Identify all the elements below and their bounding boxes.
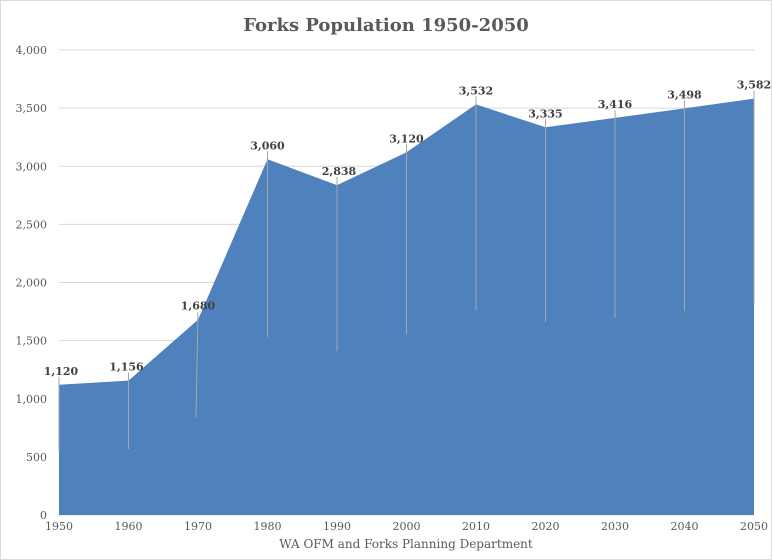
data-label: 3,416 xyxy=(598,98,633,111)
x-tick-label: 1970 xyxy=(184,520,212,533)
y-axis-ticks: 0 500 1,000 1,500 2,000 2,500 3,000 3,500 4,000 xyxy=(16,44,48,522)
data-label: 3,498 xyxy=(667,88,702,101)
data-label: 3,060 xyxy=(250,139,285,152)
x-tick-label: 2030 xyxy=(601,520,629,533)
x-tick-label: 1990 xyxy=(323,520,351,533)
y-tick-label: 0 xyxy=(40,509,47,522)
data-labels: 1,120 1,156 1,680 3,060 2,838 3,120 3,532 3,335… xyxy=(44,79,771,378)
x-tick-label: 1950 xyxy=(45,520,73,533)
x-tick-label: 2010 xyxy=(462,520,490,533)
x-tick-label: 2020 xyxy=(532,520,560,533)
data-label: 3,335 xyxy=(528,107,562,120)
y-tick-label: 2,000 xyxy=(16,277,48,290)
leader-lines xyxy=(58,90,755,451)
data-label: 2,838 xyxy=(322,165,357,178)
x-tick-label: 1980 xyxy=(254,520,282,533)
chart-title: Forks Population 1950-2050 xyxy=(243,15,529,36)
y-tick-label: 3,000 xyxy=(16,160,48,173)
y-tick-label: 1,500 xyxy=(16,335,48,348)
x-tick-label: 2050 xyxy=(740,520,768,533)
data-label: 3,582 xyxy=(737,79,771,92)
x-tick-label: 1960 xyxy=(115,520,143,533)
y-tick-label: 1,000 xyxy=(16,393,48,406)
data-label: 1,680 xyxy=(181,300,216,313)
x-tick-label: 2000 xyxy=(393,520,421,533)
y-tick-label: 4,000 xyxy=(16,44,48,57)
y-tick-label: 3,500 xyxy=(16,102,48,115)
y-tick-label: 2,500 xyxy=(16,218,48,231)
data-label: 1,156 xyxy=(109,361,144,374)
x-axis-ticks: 1950 1960 1970 1980 1990 2000 2010 2020 2030 2040… xyxy=(45,520,768,533)
data-label: 1,120 xyxy=(44,365,79,378)
data-label: 3,532 xyxy=(459,84,493,97)
data-label: 3,120 xyxy=(389,132,424,145)
y-tick-label: 500 xyxy=(26,451,47,464)
x-tick-label: 2040 xyxy=(671,520,699,533)
leader-line xyxy=(195,311,199,418)
x-axis-label: WA OFM and Forks Planning Department xyxy=(279,537,533,551)
